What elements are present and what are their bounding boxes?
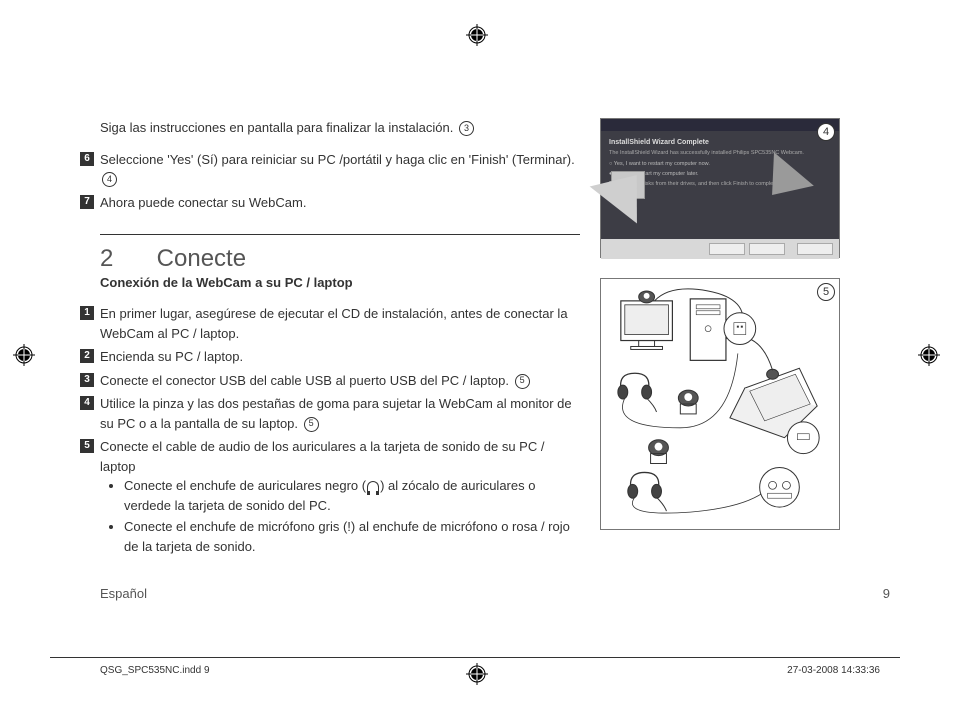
indesign-slug: QSG_SPC535NC.indd 9 27-03-2008 14:33:36 xyxy=(50,665,900,676)
circle-ref-3: 3 xyxy=(459,121,474,136)
connect-step-1: 1 En primer lugar, asegúrese de ejecutar… xyxy=(80,304,580,343)
step-num-6: 6 xyxy=(80,152,94,166)
fig4-radio1: ○ Yes, I want to restart my computer now… xyxy=(609,161,831,167)
section-subtitle: Conexión de la WebCam a su PC / laptop xyxy=(100,275,580,290)
page-content: Siga las instrucciones en pantalla para … xyxy=(60,40,895,601)
indd-file: QSG_SPC535NC.indd 9 xyxy=(100,665,210,676)
connect-text-1: En primer lugar, asegúrese de ejecutar e… xyxy=(100,304,580,343)
connect-step-4: 4 Utilice la pinza y las dos pestañas de… xyxy=(80,394,580,433)
page-footer: Español 9 xyxy=(60,586,900,601)
registration-mark-left xyxy=(13,344,35,371)
figure-5: 5 xyxy=(600,278,840,530)
fig4-btn-finish xyxy=(749,243,785,255)
connect-num-4: 4 xyxy=(80,396,94,410)
circle-ref-5a: 5 xyxy=(515,374,530,389)
sub-bullet-1: Conecte el enchufe de auriculares negro … xyxy=(124,476,580,515)
fig4-title: InstallShield Wizard Complete xyxy=(609,139,831,146)
figure-4: InstallShield Wizard Complete The Instal… xyxy=(600,118,840,258)
section-number: 2 xyxy=(100,245,150,273)
connect-step-3: 3 Conecte el conector USB del cable USB … xyxy=(80,371,580,391)
footer-language: Español xyxy=(100,586,147,601)
figure-4-label: 4 xyxy=(817,123,835,141)
step-6-text: Seleccione 'Yes' (Sí) para reiniciar su … xyxy=(100,150,580,189)
fig4-body: InstallShield Wizard Complete The Instal… xyxy=(601,131,839,239)
circle-ref-5b: 5 xyxy=(304,417,319,432)
section-divider xyxy=(100,234,580,235)
intro-text: Siga las instrucciones en pantalla para … xyxy=(100,120,453,135)
intro-line: Siga las instrucciones en pantalla para … xyxy=(100,118,580,138)
section-heading: 2 Conecte xyxy=(100,245,580,273)
connect-num-1: 1 xyxy=(80,306,94,320)
footer-page-number: 9 xyxy=(883,586,890,601)
indd-timestamp: 27-03-2008 14:33:36 xyxy=(787,665,880,676)
figure-5-diagram xyxy=(601,279,839,529)
fig4-btn-back xyxy=(709,243,745,255)
fig4-footer xyxy=(601,239,839,259)
left-column: Siga las instrucciones en pantalla para … xyxy=(60,118,580,562)
step-num-7: 7 xyxy=(80,195,94,209)
sub-bullet-list: Conecte el enchufe de auriculares negro … xyxy=(118,476,580,556)
step-7: 7 Ahora puede conectar su WebCam. xyxy=(80,193,580,213)
connect-step-5: 5 Conecte el cable de audio de los auric… xyxy=(80,437,580,558)
fig4-body1: The InstallShield Wizard has successfull… xyxy=(609,150,831,157)
fig4-titlebar xyxy=(601,119,839,131)
connect-step-2: 2 Encienda su PC / laptop. xyxy=(80,347,580,367)
connect-num-3: 3 xyxy=(80,373,94,387)
registration-mark-right xyxy=(918,344,940,371)
connect-text-4: Utilice la pinza y las dos pestañas de g… xyxy=(100,394,580,433)
section-title: Conecte xyxy=(157,245,246,272)
right-column: InstallShield Wizard Complete The Instal… xyxy=(600,118,850,562)
figure-5-label: 5 xyxy=(817,283,835,301)
circle-ref-4a: 4 xyxy=(102,172,117,187)
headphone-icon xyxy=(367,481,379,493)
step-7-text: Ahora puede conectar su WebCam. xyxy=(100,193,306,213)
connect-num-5: 5 xyxy=(80,439,94,453)
connect-text-5: Conecte el cable de audio de los auricul… xyxy=(100,437,580,558)
fig4-btn-cancel xyxy=(797,243,833,255)
connect-text-3: Conecte el conector USB del cable USB al… xyxy=(100,371,532,391)
connect-text-2: Encienda su PC / laptop. xyxy=(100,347,243,367)
step-6: 6 Seleccione 'Yes' (Sí) para reiniciar s… xyxy=(80,150,580,189)
crop-divider-line xyxy=(50,657,900,658)
sub-bullet-2: Conecte el enchufe de micrófono gris (!)… xyxy=(124,517,580,556)
connect-num-2: 2 xyxy=(80,349,94,363)
